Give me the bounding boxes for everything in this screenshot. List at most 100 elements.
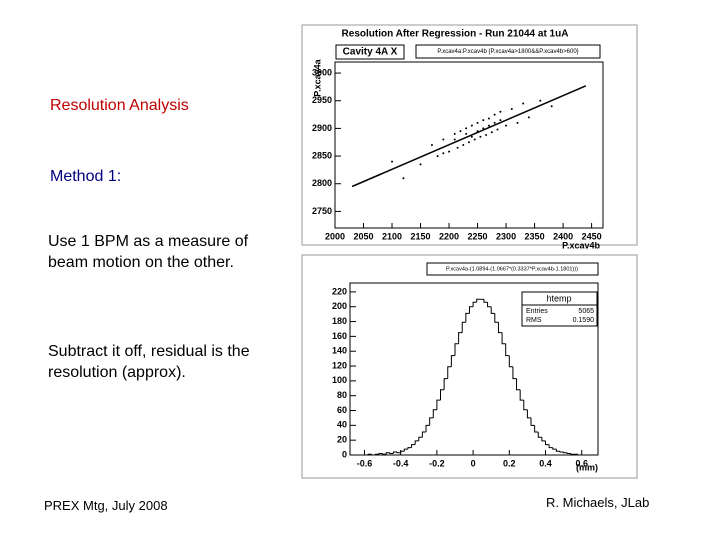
paragraph: Subtract it off, residual is the resolut… — [48, 343, 250, 381]
x-tick-label: -0.2 — [429, 458, 445, 468]
histogram-bin — [501, 332, 506, 345]
point — [487, 124, 490, 127]
point — [473, 138, 476, 141]
y-tick-label: 3000 — [312, 67, 332, 77]
point — [442, 152, 445, 155]
histogram-bin — [418, 436, 423, 441]
y-tick-label: 2900 — [312, 123, 332, 133]
histogram-bin — [382, 453, 387, 455]
y-tick-label: 20 — [337, 435, 347, 445]
x-tick-label: -0.4 — [393, 458, 409, 468]
point — [493, 121, 496, 124]
x-tick-label: 2150 — [411, 231, 431, 241]
point — [453, 132, 456, 135]
histogram-bin — [367, 453, 372, 455]
point — [436, 155, 439, 158]
fit-line — [351, 85, 587, 188]
label-box — [335, 44, 405, 60]
label: Cavity 4A X — [343, 47, 398, 58]
y-tick-label: 2800 — [312, 178, 332, 188]
histogram-bin — [468, 306, 474, 314]
histogram-bin — [432, 409, 437, 418]
y-tick-label: 2750 — [312, 206, 332, 216]
y-axis-label: P.xcav4a — [312, 58, 322, 96]
histogram-bin — [505, 343, 510, 357]
point — [505, 124, 508, 127]
footer-left: PREX Mtg, July 2008 — [44, 498, 168, 513]
histogram-bin — [534, 425, 539, 433]
histogram-bin — [537, 432, 542, 438]
histogram-bin — [461, 321, 466, 333]
histogram-bin — [476, 298, 481, 303]
point — [468, 141, 470, 144]
x-tick-label: 0.4 — [539, 458, 552, 468]
y-tick-label: 80 — [337, 390, 347, 400]
point — [496, 128, 499, 131]
histogram-bin — [487, 302, 492, 308]
x-tick-label: -0.6 — [357, 458, 373, 468]
point — [499, 119, 502, 122]
histogram-bin — [548, 444, 553, 449]
point — [527, 116, 530, 119]
point — [465, 132, 468, 135]
chart-title: Resolution After Regression - Run 21044 … — [342, 29, 569, 40]
x-tick-label: 2400 — [553, 231, 573, 241]
point — [493, 113, 496, 116]
histogram-bin — [541, 437, 546, 442]
plot-frame — [334, 61, 604, 229]
x-tick-label: 2350 — [525, 231, 545, 241]
histogram-bin — [570, 453, 575, 455]
stats-key: Entries — [526, 308, 548, 315]
point — [476, 121, 479, 124]
x-tick-label: 2250 — [468, 231, 488, 241]
point — [482, 119, 485, 122]
stats-key: RMS — [526, 317, 542, 324]
histogram-bin — [523, 400, 528, 411]
histogram-bin — [545, 440, 550, 446]
histogram-bin — [392, 451, 398, 454]
point — [442, 138, 445, 141]
histogram-bin — [497, 322, 503, 334]
y-tick-label: 2950 — [312, 95, 332, 105]
histogram-bin — [389, 452, 394, 455]
y-tick-label: 160 — [332, 331, 347, 341]
point — [487, 117, 490, 120]
histogram-bin — [429, 417, 434, 426]
x-axis-label: (mm) — [576, 462, 598, 472]
method-heading: Method 1: — [50, 168, 122, 185]
point — [516, 121, 519, 124]
point — [402, 177, 405, 180]
y-tick-label: 60 — [337, 405, 347, 415]
stats-name: htemp — [546, 293, 571, 303]
histogram-bin — [443, 378, 448, 390]
histogram-bin — [440, 389, 445, 401]
histogram-bin — [371, 454, 376, 456]
point — [522, 102, 525, 105]
histogram-bin — [559, 451, 564, 453]
point — [465, 127, 468, 130]
histogram-bin — [447, 366, 452, 379]
point — [391, 160, 394, 163]
point — [482, 127, 485, 130]
point — [462, 144, 465, 146]
histogram-bin — [472, 301, 477, 307]
y-tick-label: 40 — [337, 420, 347, 430]
stats-value: 5065 — [578, 308, 594, 315]
histogram-bin — [396, 452, 401, 454]
y-tick-label: 100 — [332, 375, 347, 385]
histogram-bin — [414, 440, 419, 445]
histogram-bin — [563, 452, 568, 454]
histogram-bin — [490, 306, 495, 314]
histogram-bin — [425, 424, 430, 433]
histogram-bin — [378, 453, 383, 455]
slide-title: Resolution Analysis — [50, 97, 189, 114]
y-tick-label: 180 — [332, 316, 347, 326]
point — [485, 134, 488, 137]
histogram-bin — [436, 399, 441, 410]
histogram-bin — [385, 452, 390, 455]
histogram-bin — [465, 312, 470, 323]
histogram-bin — [552, 447, 557, 450]
histogram-bin — [421, 431, 427, 438]
point — [459, 130, 462, 133]
